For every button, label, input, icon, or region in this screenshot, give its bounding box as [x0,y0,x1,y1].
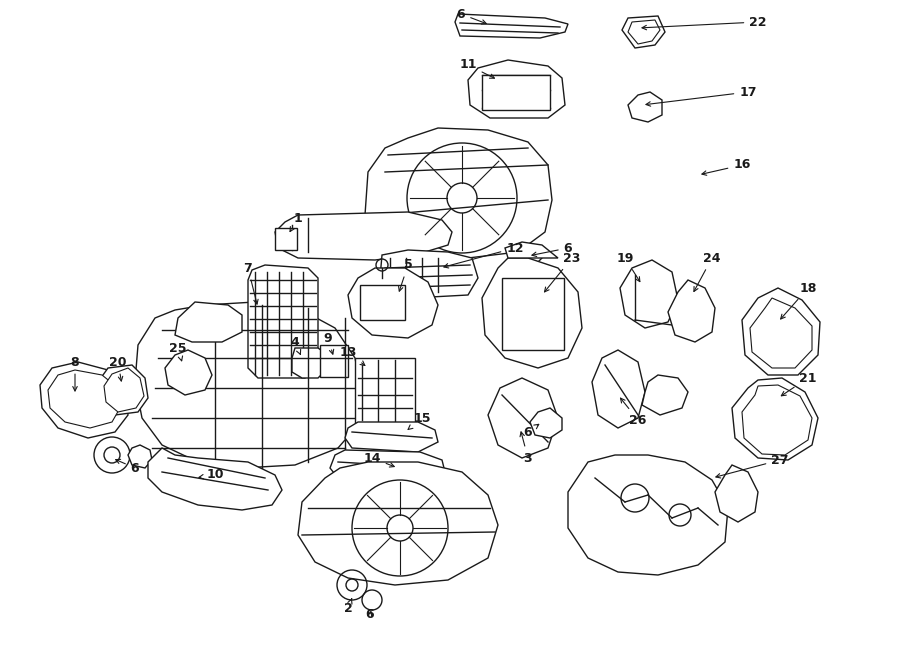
Text: 17: 17 [646,85,757,106]
Text: 21: 21 [781,371,817,396]
Polygon shape [715,465,758,522]
Text: 11: 11 [459,59,494,78]
Polygon shape [512,244,542,266]
Polygon shape [348,268,438,338]
Text: 16: 16 [702,159,751,175]
Text: 5: 5 [399,258,412,292]
Polygon shape [128,445,152,468]
Polygon shape [98,365,148,415]
Text: 27: 27 [716,453,788,478]
Text: 6: 6 [524,424,539,438]
Polygon shape [275,212,452,260]
Polygon shape [642,375,688,415]
Text: 24: 24 [694,251,721,292]
Text: 8: 8 [71,356,79,391]
Text: 3: 3 [520,432,532,465]
Polygon shape [620,260,678,328]
Polygon shape [468,60,565,118]
Bar [360,285,405,320]
Text: 26: 26 [620,398,647,426]
Text: 4: 4 [291,336,301,354]
Text: 18: 18 [780,282,816,319]
Text: 7: 7 [244,262,258,304]
Polygon shape [292,348,328,378]
Polygon shape [175,302,242,342]
Polygon shape [365,128,552,258]
Polygon shape [530,408,562,438]
Text: 13: 13 [339,346,365,366]
Polygon shape [165,350,212,395]
Text: 2: 2 [344,599,353,615]
Polygon shape [628,92,662,122]
Text: 23: 23 [544,251,580,292]
Polygon shape [568,455,728,575]
Polygon shape [592,350,645,428]
Text: 6: 6 [456,7,486,24]
Polygon shape [104,368,144,412]
Polygon shape [750,298,812,368]
Polygon shape [48,370,120,428]
Text: 6: 6 [116,459,140,475]
Polygon shape [135,302,362,468]
Bar [275,228,297,250]
Polygon shape [732,378,818,460]
Polygon shape [742,385,812,455]
Text: 9: 9 [324,332,334,354]
Text: 19: 19 [616,251,640,282]
Text: 6: 6 [365,609,374,621]
Polygon shape [298,462,498,585]
Polygon shape [742,288,820,375]
Polygon shape [248,265,318,378]
Text: 6: 6 [532,241,572,256]
Text: 22: 22 [642,15,767,30]
Text: 1: 1 [290,212,302,231]
Text: 10: 10 [199,469,224,481]
Polygon shape [505,242,558,258]
Polygon shape [668,280,715,342]
Polygon shape [455,14,568,38]
Bar [482,75,550,110]
Text: 25: 25 [169,342,187,361]
Polygon shape [482,258,582,368]
Text: 15: 15 [408,412,431,430]
Polygon shape [40,362,128,438]
Bar [355,358,415,423]
Polygon shape [148,448,282,510]
Polygon shape [622,16,665,48]
Polygon shape [330,450,445,482]
Text: 14: 14 [364,451,394,467]
Polygon shape [488,378,558,458]
Bar [320,345,348,377]
Polygon shape [380,250,478,298]
Bar [502,278,564,350]
Polygon shape [345,422,438,452]
Text: 12: 12 [444,241,524,268]
Polygon shape [628,20,660,44]
Text: 20: 20 [109,356,127,381]
